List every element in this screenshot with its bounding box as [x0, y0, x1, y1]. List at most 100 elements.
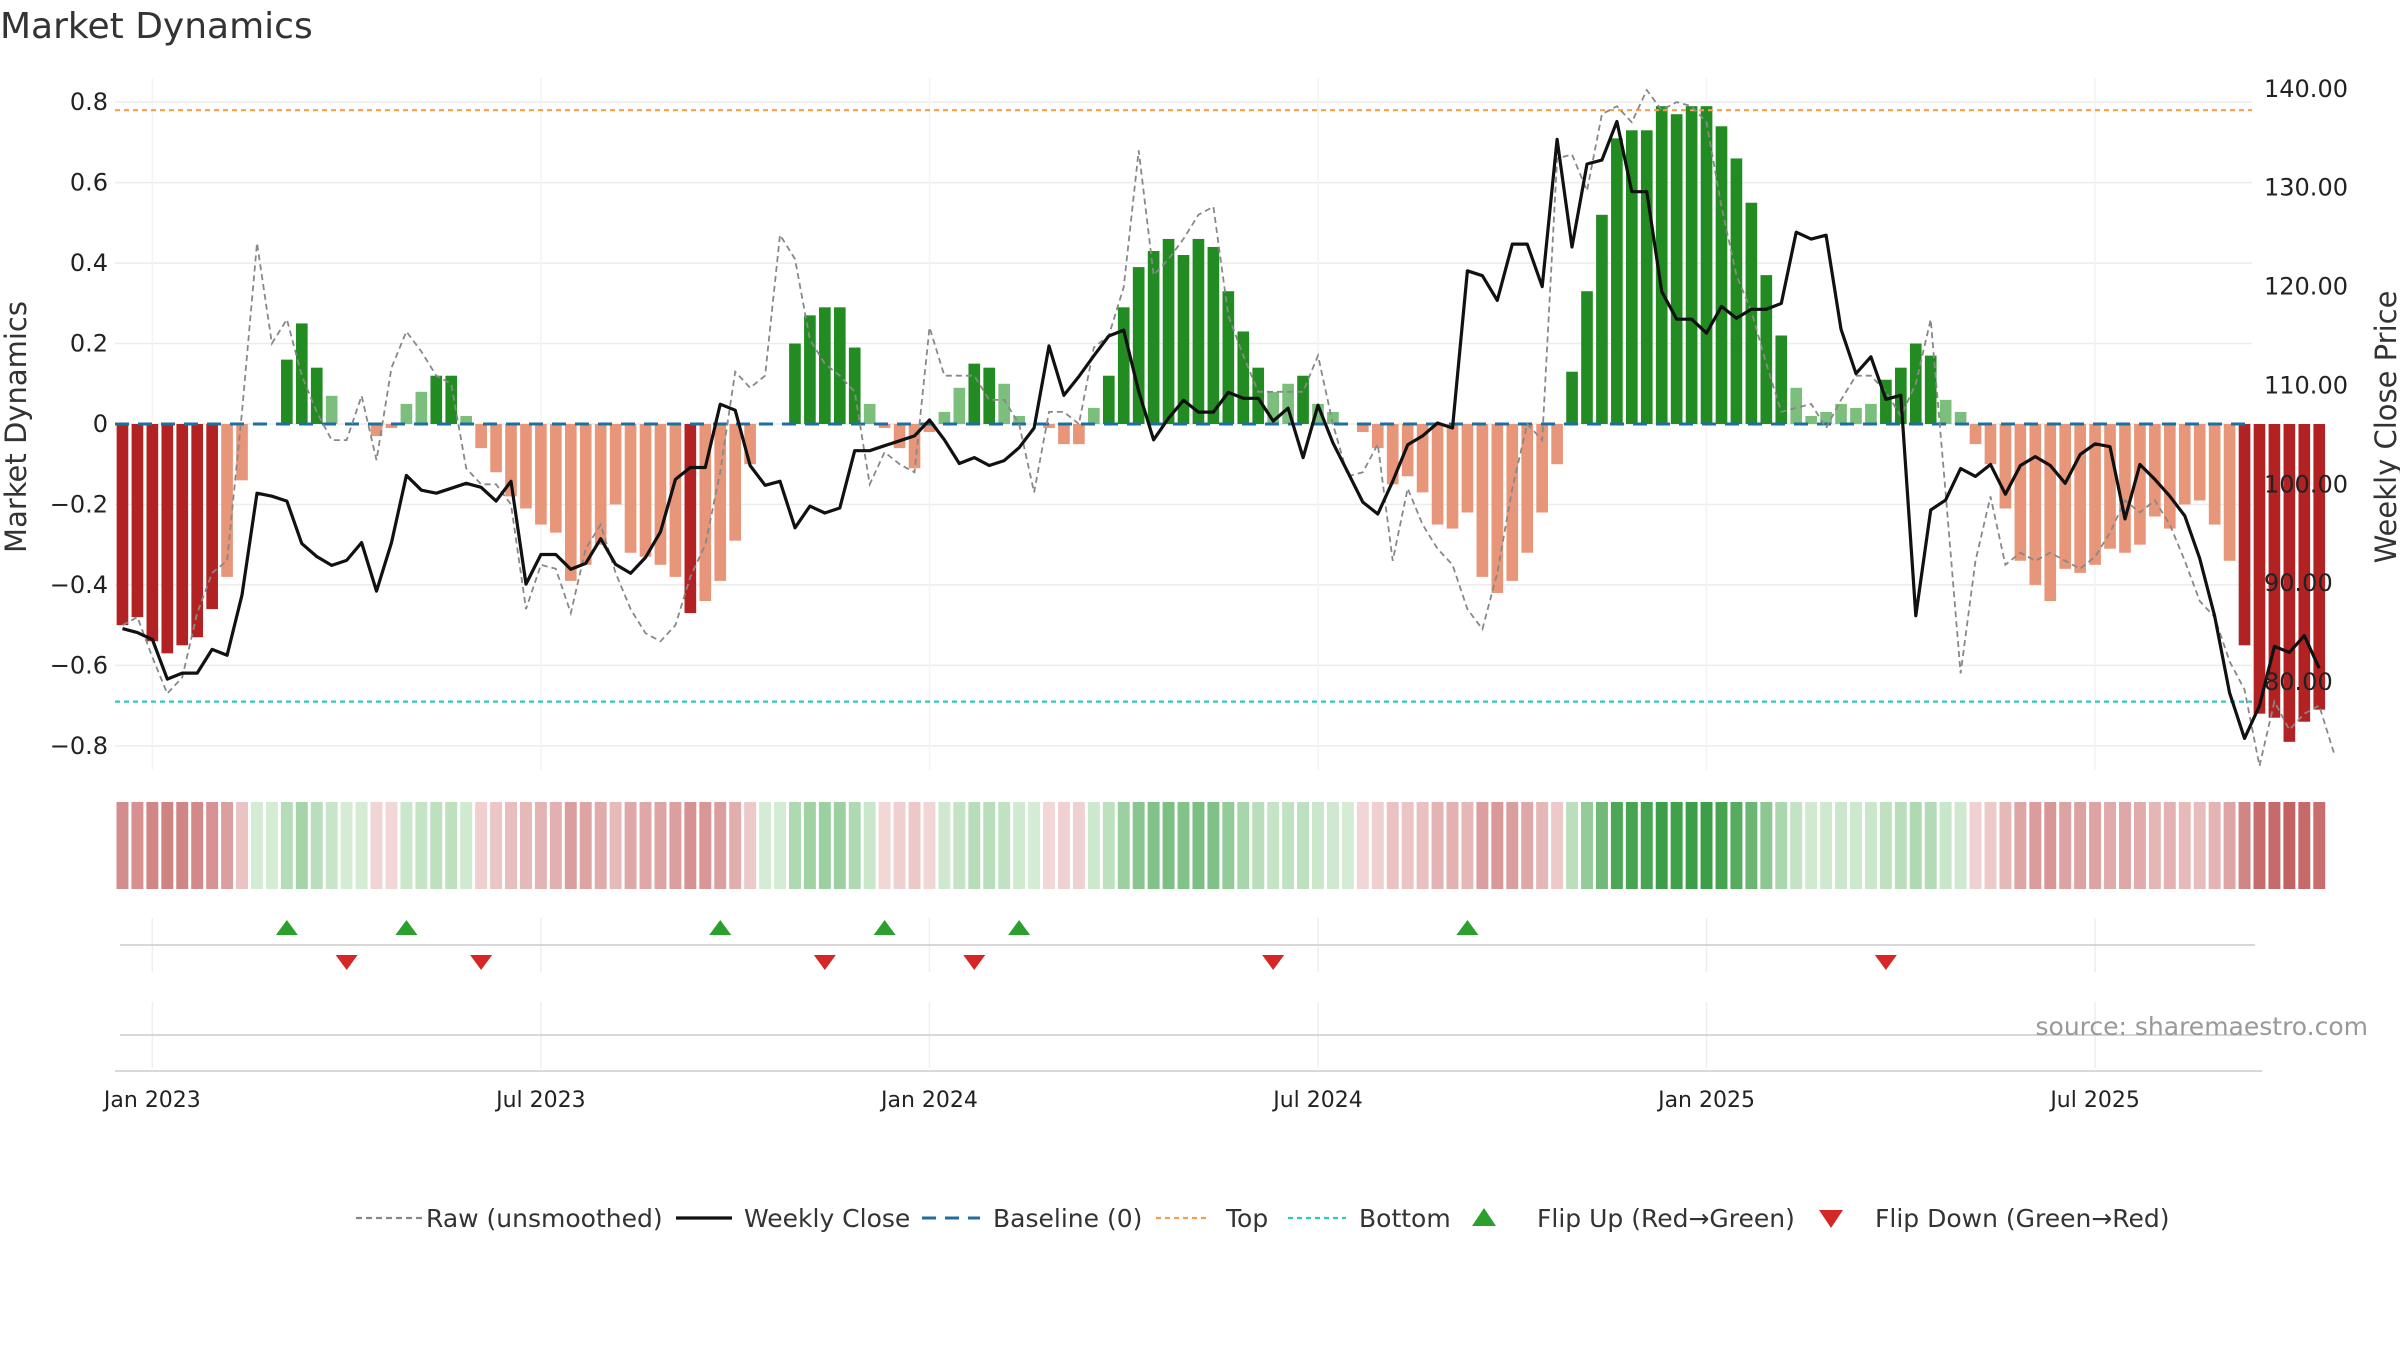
flip-down-marker	[335, 955, 358, 970]
heat-cell	[1760, 802, 1773, 889]
bar	[1416, 424, 1429, 493]
heat-cell	[475, 802, 488, 889]
heat-cell	[265, 802, 278, 889]
heat-cell	[549, 802, 562, 889]
flip-up-marker	[709, 920, 732, 935]
legend-label: Baseline (0)	[993, 1204, 1142, 1233]
heat-cell	[1820, 802, 1833, 889]
heat-cell	[1864, 802, 1877, 889]
heat-cell	[759, 802, 772, 889]
heat-cell	[1655, 802, 1668, 889]
heat-cell	[1386, 802, 1399, 889]
heat-cell	[1521, 802, 1534, 889]
right-axis-label: Weekly Close Price	[2369, 291, 2400, 564]
heat-cell	[430, 802, 443, 889]
heat-cell	[1207, 802, 1220, 889]
bar	[893, 424, 906, 449]
heat-cell	[1805, 802, 1818, 889]
bar	[1506, 424, 1519, 581]
bar	[1297, 375, 1309, 424]
bar	[2029, 424, 2042, 585]
bar	[1625, 130, 1638, 425]
bar	[2283, 424, 2296, 742]
heat-cell	[1536, 802, 1549, 889]
bar	[819, 307, 831, 424]
bar	[1327, 411, 1339, 424]
bar	[1102, 375, 1115, 424]
bar	[983, 367, 996, 424]
bar	[863, 403, 876, 424]
bar	[1371, 424, 1384, 449]
heat-cell	[1043, 802, 1055, 889]
heat-cell	[1984, 802, 1997, 889]
left-tick-label: 0.4	[70, 249, 108, 277]
right-tick-label: 90.00	[2264, 569, 2333, 597]
flip-up-marker	[275, 920, 298, 935]
bar	[1685, 106, 1698, 425]
left-tick-label: −0.6	[50, 651, 108, 679]
heat-cell	[2104, 802, 2117, 889]
bar	[206, 424, 218, 610]
bar	[116, 424, 129, 626]
heat-cell	[699, 802, 712, 889]
heat-cell	[609, 802, 622, 889]
bar	[968, 363, 981, 424]
regime-heat-strip	[116, 802, 2326, 889]
heat-cell	[2014, 802, 2027, 889]
bar	[460, 415, 473, 424]
heat-cell	[1162, 802, 1175, 889]
x-tick-label: Jan 2025	[1656, 1088, 1755, 1113]
bar	[1999, 424, 2012, 509]
left-tick-label: 0.8	[70, 88, 108, 116]
bar	[2298, 424, 2311, 722]
heat-cell	[460, 802, 473, 889]
legend-label: Flip Down (Green→Red)	[1875, 1204, 2170, 1233]
heat-cell	[2193, 802, 2206, 889]
bar	[1805, 415, 1817, 424]
heat-cell	[1282, 802, 1295, 889]
heat-cell	[1222, 802, 1235, 889]
flip-down-marker	[1874, 955, 1897, 970]
heat-cell	[1506, 802, 1519, 889]
heat-cell	[295, 802, 308, 889]
heat-cell	[1715, 802, 1728, 889]
bar	[1730, 158, 1743, 424]
heat-cell	[1894, 802, 1907, 889]
heat-cell	[2059, 802, 2072, 889]
right-tick-label: 100.00	[2264, 470, 2348, 498]
bar	[684, 424, 697, 614]
bar	[1357, 424, 1369, 433]
heat-cell	[2178, 802, 2191, 889]
bar	[2193, 424, 2206, 501]
bar	[310, 367, 323, 424]
bar	[1476, 424, 1489, 577]
bar	[1237, 331, 1250, 424]
heat-cell	[2148, 802, 2161, 889]
bar	[1267, 391, 1279, 424]
heat-cell	[1132, 802, 1145, 889]
heat-cell	[1326, 802, 1339, 889]
heat-cell	[1969, 802, 1982, 889]
heat-cell	[2118, 802, 2131, 889]
bar	[998, 383, 1010, 424]
legend-label: Top	[1225, 1204, 1268, 1233]
right-axis-ticks: 140.00 130.00 120.00 110.00 100.00 90.00 80.00	[2264, 75, 2348, 696]
heat-cell	[2238, 802, 2251, 889]
heat-cell	[983, 802, 996, 889]
bar	[475, 424, 487, 449]
bar	[624, 424, 637, 553]
bar	[1954, 411, 1967, 424]
bar	[1207, 246, 1220, 424]
bar	[833, 307, 846, 424]
heat-cell	[310, 802, 323, 889]
bar	[1401, 424, 1414, 477]
heat-cell	[1072, 802, 1085, 889]
bar	[953, 387, 966, 424]
bar	[325, 395, 338, 424]
heat-cell	[490, 802, 503, 889]
bar	[400, 403, 413, 424]
heat-cell	[1431, 802, 1444, 889]
bar	[2014, 424, 2027, 561]
bar	[490, 424, 502, 473]
bar	[370, 424, 383, 437]
